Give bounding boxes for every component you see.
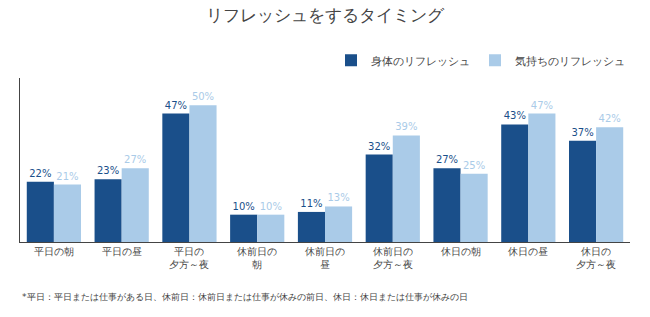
svg-text:25%: 25% bbox=[463, 160, 485, 171]
svg-text:21%: 21% bbox=[56, 171, 78, 182]
svg-text:休日の夕方～夜: 休日の夕方～夜 bbox=[576, 246, 616, 270]
svg-text:39%: 39% bbox=[395, 121, 417, 132]
svg-text:気持ちのリフレッシュ: 気持ちのリフレッシュ bbox=[515, 55, 625, 68]
svg-text:50%: 50% bbox=[192, 91, 214, 102]
svg-text:47%: 47% bbox=[531, 100, 553, 111]
svg-text:休前日の朝: 休前日の朝 bbox=[237, 246, 277, 270]
svg-text:42%: 42% bbox=[599, 113, 621, 124]
svg-text:27%: 27% bbox=[124, 154, 146, 165]
svg-text:平日の夕方～夜: 平日の夕方～夜 bbox=[169, 246, 209, 270]
svg-text:身体のリフレッシュ: 身体のリフレッシュ bbox=[371, 55, 470, 68]
svg-text:休日の昼: 休日の昼 bbox=[508, 246, 548, 257]
svg-text:43%: 43% bbox=[504, 110, 526, 121]
svg-text:10%: 10% bbox=[233, 201, 255, 212]
svg-text:休前日の夕方～夜: 休前日の夕方～夜 bbox=[373, 246, 413, 270]
svg-text:平日の昼: 平日の昼 bbox=[102, 246, 142, 257]
svg-text:47%: 47% bbox=[165, 100, 187, 111]
svg-text:23%: 23% bbox=[97, 165, 119, 176]
svg-text:37%: 37% bbox=[571, 127, 593, 138]
svg-text:*平日：平日または仕事がある日、休前日：休前日または仕事が休: *平日：平日または仕事がある日、休前日：休前日または仕事が休みの前日、休日：休日… bbox=[22, 292, 468, 302]
svg-text:27%: 27% bbox=[436, 154, 458, 165]
svg-text:平日の朝: 平日の朝 bbox=[34, 246, 74, 257]
svg-text:休前日の昼: 休前日の昼 bbox=[305, 246, 345, 270]
svg-text:13%: 13% bbox=[327, 192, 349, 203]
svg-text:32%: 32% bbox=[368, 141, 390, 152]
svg-text:22%: 22% bbox=[29, 168, 51, 179]
svg-text:10%: 10% bbox=[260, 201, 282, 212]
svg-text:リフレッシュをするタイミング: リフレッシュをするタイミング bbox=[206, 5, 445, 25]
svg-text:休日の朝: 休日の朝 bbox=[441, 246, 481, 257]
svg-text:11%: 11% bbox=[300, 198, 322, 209]
